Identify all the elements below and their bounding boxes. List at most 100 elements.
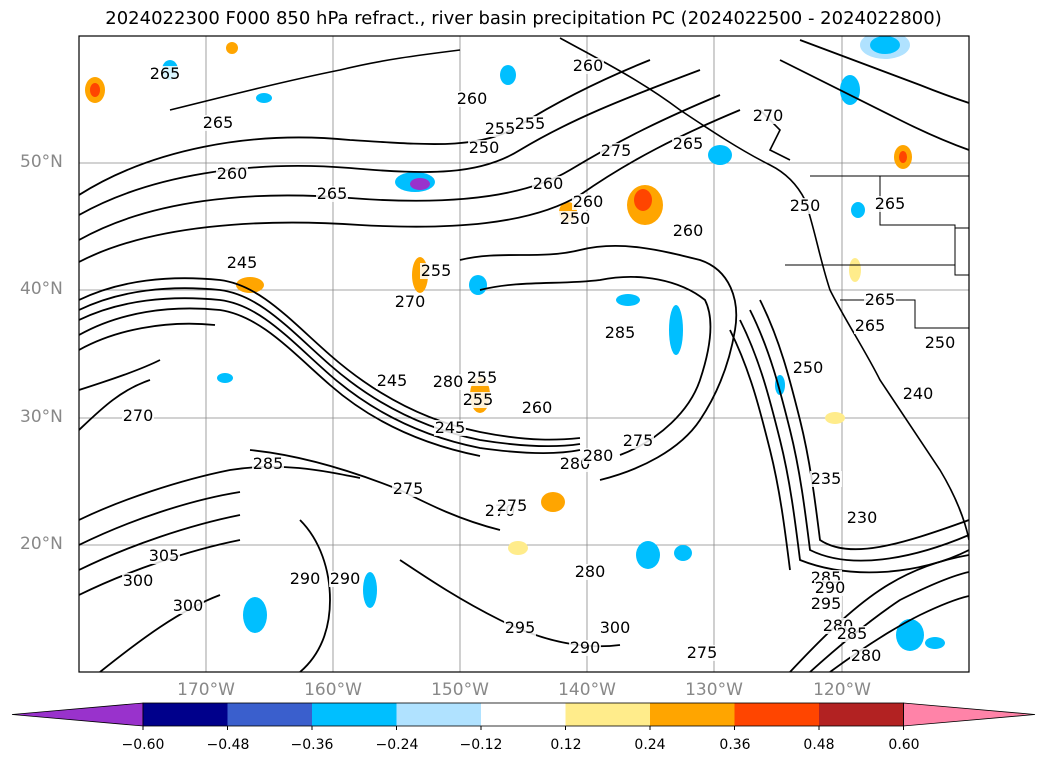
contour-label-bg	[468, 140, 500, 156]
contour-label-bg	[466, 370, 498, 386]
contour-label-bg	[672, 223, 704, 239]
colorbar-tick-label: 0.48	[803, 737, 835, 753]
precip-blob	[243, 597, 267, 633]
colorbar-tick-label: −0.60	[121, 737, 165, 753]
colorbar-tick-label: 0.36	[719, 737, 751, 753]
precip-blob	[256, 93, 272, 103]
contour-label-bg	[496, 498, 528, 514]
contour-label-bg	[148, 548, 180, 564]
contour-label-bg	[572, 58, 604, 74]
colorbar-segment	[143, 703, 228, 726]
contour-label-bg	[216, 166, 248, 182]
colorbar-tick-label: −0.24	[375, 737, 419, 753]
lat-label-40n: 40°N	[20, 279, 63, 299]
colorbar-tick-label: −0.36	[290, 737, 334, 753]
precip-blob	[500, 65, 516, 85]
precip-blob	[925, 637, 945, 649]
contour-label: 280	[851, 646, 882, 665]
map-frame	[78, 35, 970, 673]
contour-label-bg	[574, 564, 606, 580]
lon-label-140w: 140°W	[558, 680, 616, 700]
colorbar	[11, 702, 1036, 730]
contour-label-bg	[792, 360, 824, 376]
contour-label: 260	[457, 89, 488, 108]
contour-label: 290	[815, 578, 846, 597]
precip-blob	[616, 294, 640, 306]
contour-label-bg	[846, 510, 878, 526]
precip-blob	[634, 189, 652, 211]
precip-blob	[840, 75, 860, 105]
contour-label: 270	[395, 292, 426, 311]
colorbar-segment	[396, 703, 482, 726]
precip-blob	[410, 178, 430, 190]
contour-label: 250	[793, 358, 824, 377]
precip-blob	[236, 277, 264, 293]
contour-label-bg	[432, 374, 464, 390]
contour-label: 255	[485, 119, 516, 138]
contour-label-bg	[599, 620, 631, 636]
contour-label-bg	[462, 392, 494, 408]
contour-label-bg	[514, 116, 546, 132]
contour-label-bg	[600, 143, 632, 159]
contour-label: 265	[203, 113, 234, 132]
contour-label: 285	[837, 624, 868, 643]
colorbar-segment	[565, 703, 651, 726]
contour-label: 255	[515, 114, 546, 133]
contour-label-bg	[810, 596, 842, 612]
precip-blob	[870, 36, 900, 54]
contour-label-bg	[289, 571, 321, 587]
colorbar-tick-label: 0.60	[888, 737, 920, 753]
contour-label: 285	[605, 323, 636, 342]
lon-label-120w: 120°W	[813, 680, 871, 700]
lon-label-170w: 170°W	[177, 680, 235, 700]
contour-label: 280	[433, 372, 464, 391]
contour-label-bg	[316, 186, 348, 202]
contour-label-bg	[122, 408, 154, 424]
contour-label-bg	[434, 420, 466, 436]
contour-label-bg	[810, 471, 842, 487]
contour-label: 280	[583, 446, 614, 465]
contour-label: 245	[377, 371, 408, 390]
contour-label-bg	[902, 386, 934, 402]
contour-label: 250	[469, 138, 500, 157]
contour-label: 290	[330, 569, 361, 588]
contour-label-bg	[924, 335, 956, 351]
precip-blob	[363, 572, 377, 608]
precip-blob	[851, 202, 865, 218]
contour-label-bg	[252, 456, 284, 472]
contour-label: 245	[435, 418, 466, 437]
contour-label: 275	[497, 496, 528, 515]
colorbar-segment	[227, 703, 313, 726]
contour-label: 300	[173, 596, 204, 615]
lon-label-160w: 160°W	[304, 680, 362, 700]
contour-label-bg	[752, 108, 784, 124]
contour-label-bg	[836, 626, 868, 642]
contour-label-bg	[582, 448, 614, 464]
contour-label: 295	[811, 594, 842, 613]
precip-blob	[636, 541, 660, 569]
contour-label-bg	[394, 294, 426, 310]
contour-label-bg	[172, 598, 204, 614]
colorbar-tick-label: 0.12	[550, 737, 582, 753]
contour-label: 230	[847, 508, 878, 527]
contour-label-bg	[329, 571, 361, 587]
contour-label: 255	[421, 261, 452, 280]
contour-label: 260	[533, 174, 564, 193]
precip-blob	[849, 258, 861, 282]
lat-label-20n: 20°N	[20, 534, 63, 554]
contour-label-bg	[864, 292, 896, 308]
contour-label-bg	[532, 176, 564, 192]
colorbar-segment	[481, 703, 566, 726]
contour-label-bg	[572, 194, 604, 210]
contour-label-bg	[226, 255, 258, 271]
contour-label: 245	[227, 253, 258, 272]
precip-blob	[508, 541, 528, 555]
contour-label-bg	[484, 121, 516, 137]
precip-blob	[708, 145, 732, 165]
contour-label: 275	[393, 479, 424, 498]
contour-label: 280	[575, 562, 606, 581]
precip-blob	[541, 492, 565, 512]
contour-label-bg	[686, 645, 718, 661]
